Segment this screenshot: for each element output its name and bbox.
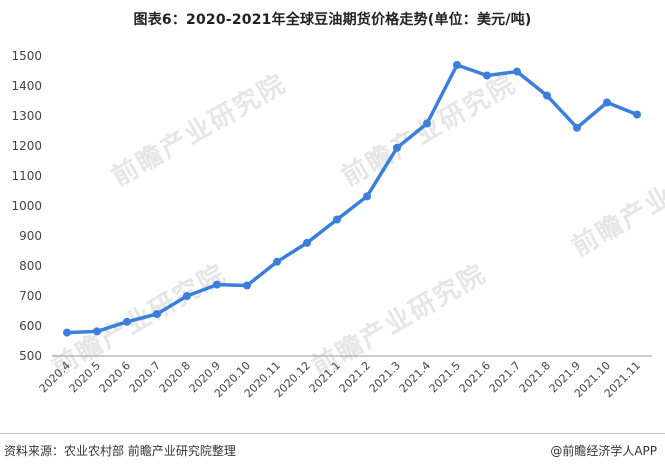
x-tick-label: 2020.8 <box>157 359 193 395</box>
data-point <box>153 310 161 318</box>
y-tick-label: 1300 <box>11 109 42 123</box>
x-tick-label: 2020.6 <box>97 359 133 395</box>
y-tick-label: 800 <box>19 259 42 273</box>
y-tick-label: 1100 <box>11 169 42 183</box>
x-tick-label: 2020.4 <box>37 359 73 395</box>
data-point <box>243 281 251 290</box>
x-tick-label: 2021.2 <box>337 359 373 395</box>
data-point <box>393 143 401 152</box>
y-tick-label: 1200 <box>11 139 42 153</box>
brand-credit: @前瞻经济学人APP <box>550 444 657 458</box>
y-tick-label: 600 <box>19 319 42 333</box>
data-point <box>453 61 461 69</box>
x-tick-label: 2020.5 <box>67 359 103 395</box>
x-tick-label: 2021.8 <box>517 359 553 395</box>
data-point <box>573 123 581 132</box>
data-point <box>63 328 71 337</box>
data-point <box>333 215 341 224</box>
x-tick-label: 2021.6 <box>457 359 493 395</box>
data-point <box>543 91 551 100</box>
y-tick-label: 1000 <box>11 199 42 213</box>
x-tick-label: 2021.3 <box>367 359 403 395</box>
data-point <box>93 327 101 336</box>
data-point <box>603 98 611 107</box>
chart-title: 图表6：2020-2021年全球豆油期货价格走势(单位：美元/吨) <box>133 12 532 28</box>
data-point <box>483 71 491 80</box>
x-tick-label: 2021.1 <box>307 359 343 395</box>
data-point <box>303 238 311 247</box>
x-tick-label: 2021.7 <box>487 359 523 395</box>
data-point <box>633 110 641 119</box>
series-line <box>65 63 639 335</box>
data-point <box>363 192 371 201</box>
data-point <box>423 119 431 128</box>
data-point <box>123 317 131 326</box>
x-tick-label: 2020.7 <box>127 359 163 395</box>
x-tick-label: 2021.5 <box>427 359 463 395</box>
x-tick-label: 2021.4 <box>397 359 433 395</box>
y-tick-label: 1500 <box>11 49 42 63</box>
footer-divider <box>0 433 665 434</box>
y-tick-label: 1400 <box>11 79 42 93</box>
data-point <box>273 257 281 266</box>
y-tick-label: 500 <box>19 349 42 363</box>
data-point <box>183 292 191 300</box>
y-tick-label: 700 <box>19 289 42 303</box>
y-tick-label: 900 <box>19 229 42 243</box>
source-note: 资料来源：农业农村部 前瞻产业研究院整理 <box>4 444 236 458</box>
data-point <box>513 67 521 76</box>
data-point <box>213 280 221 289</box>
